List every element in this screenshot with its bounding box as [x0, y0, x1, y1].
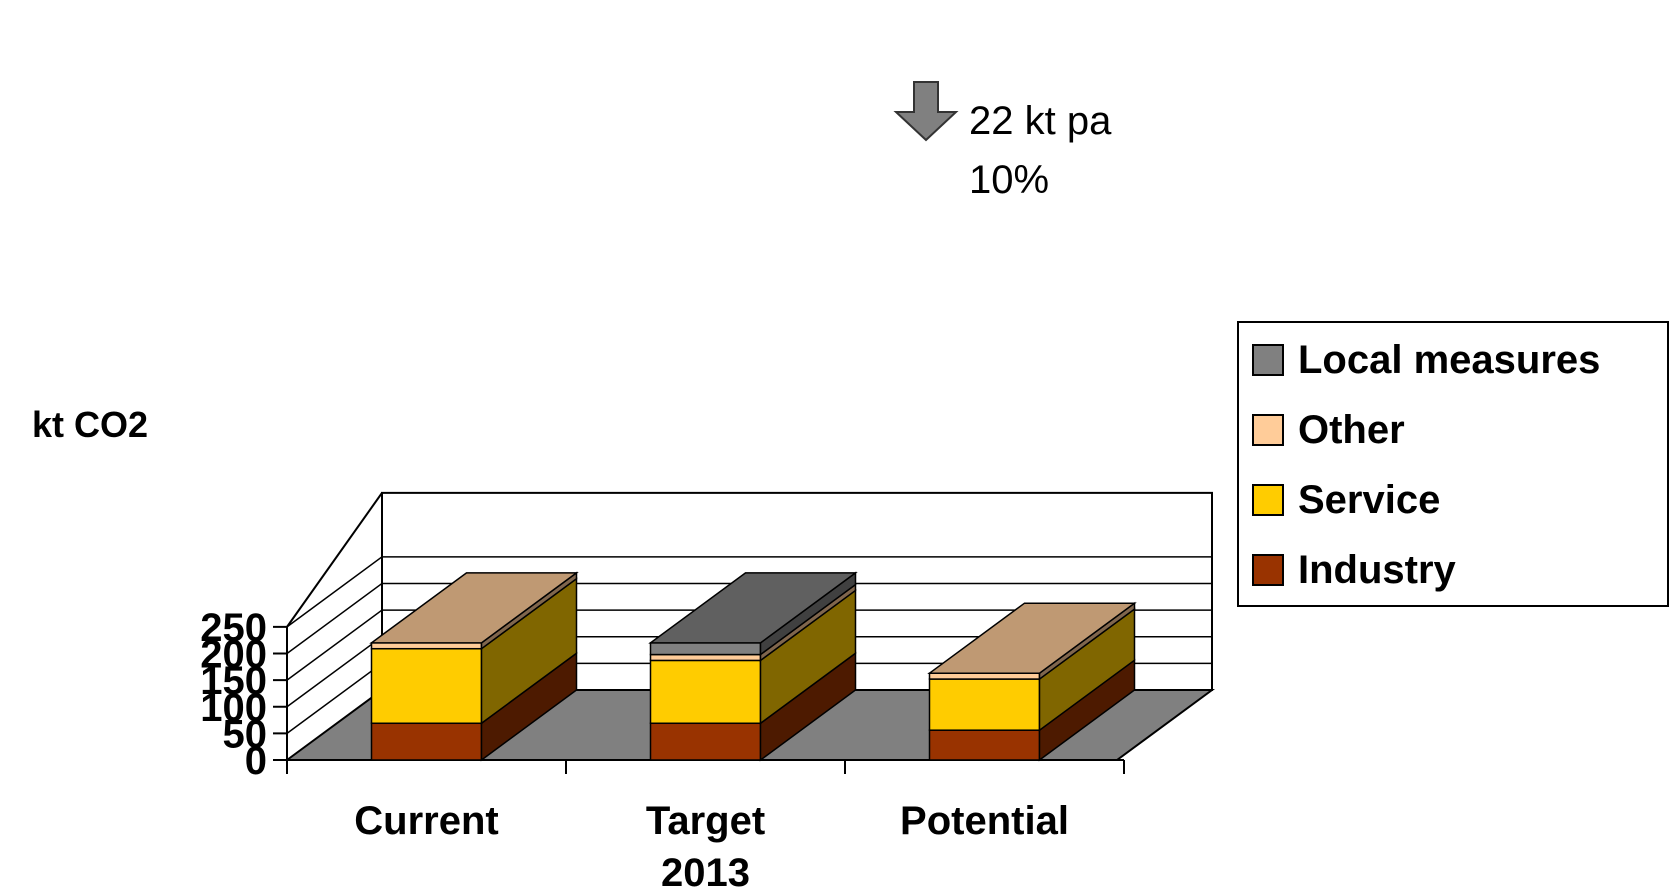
bar-segment-other — [369, 571, 579, 651]
bar-front — [370, 722, 483, 761]
y-tick-label: 150 — [200, 659, 267, 703]
bar-front — [649, 642, 762, 656]
y-tick-label: 200 — [200, 633, 267, 677]
legend-label-service: Service — [1298, 478, 1440, 522]
y-tick-label: 50 — [223, 712, 268, 756]
y-tick-label: 250 — [200, 606, 267, 650]
bars — [369, 571, 1137, 762]
legend-swatch-other — [1252, 414, 1284, 446]
legend-box — [1237, 321, 1669, 607]
x-category-label: Target 2013 — [646, 799, 765, 895]
bar-front — [649, 722, 762, 761]
bar-top — [927, 602, 1137, 674]
bar-front — [928, 672, 1041, 680]
legend-swatch-local-measures — [1252, 344, 1284, 376]
bar-front — [928, 729, 1041, 761]
legend-swatch-industry — [1252, 554, 1284, 586]
annotation: 22 kt pa 10% — [893, 81, 1112, 202]
bar-front — [370, 647, 483, 725]
x-category-label: Current — [354, 799, 498, 843]
bar-segment-local-measures — [648, 571, 858, 657]
legend-swatch-service — [1252, 484, 1284, 516]
bar-top — [369, 572, 579, 644]
bar-segment-industry — [928, 658, 1136, 762]
bar-segment-industry — [649, 651, 857, 762]
side-wall-top-edge — [286, 492, 383, 628]
legend-label-local-measures: Local measures — [1298, 338, 1600, 382]
bar-segment-other — [927, 601, 1137, 681]
bar-segment-service — [649, 588, 857, 725]
legend-label-other: Other — [1298, 408, 1405, 452]
bar-front — [649, 659, 762, 725]
gridline-side — [286, 556, 383, 628]
bar-front — [370, 642, 483, 650]
legend-label-industry: Industry — [1298, 548, 1457, 592]
y-tick-label: 0 — [245, 739, 267, 783]
x-category-label: Potential — [900, 799, 1069, 843]
gridline-side — [286, 609, 383, 681]
bar-segment-service — [370, 577, 578, 725]
y-tick-label: 100 — [200, 686, 267, 730]
bar-segment-industry — [370, 651, 578, 762]
gridline-side — [286, 662, 383, 734]
down-arrow-icon — [893, 81, 959, 142]
bar-front — [928, 678, 1041, 731]
bar-top — [648, 572, 858, 644]
annotation-text: 10% — [969, 158, 1049, 202]
gridline-side — [286, 582, 383, 655]
bar-front — [649, 653, 762, 662]
legend: Local measures Other Service Industry — [1237, 321, 1669, 607]
annotation-text: 22 kt pa — [969, 99, 1112, 143]
y-axis-title: kt CO2 — [32, 404, 148, 445]
gridline-side — [286, 636, 383, 708]
